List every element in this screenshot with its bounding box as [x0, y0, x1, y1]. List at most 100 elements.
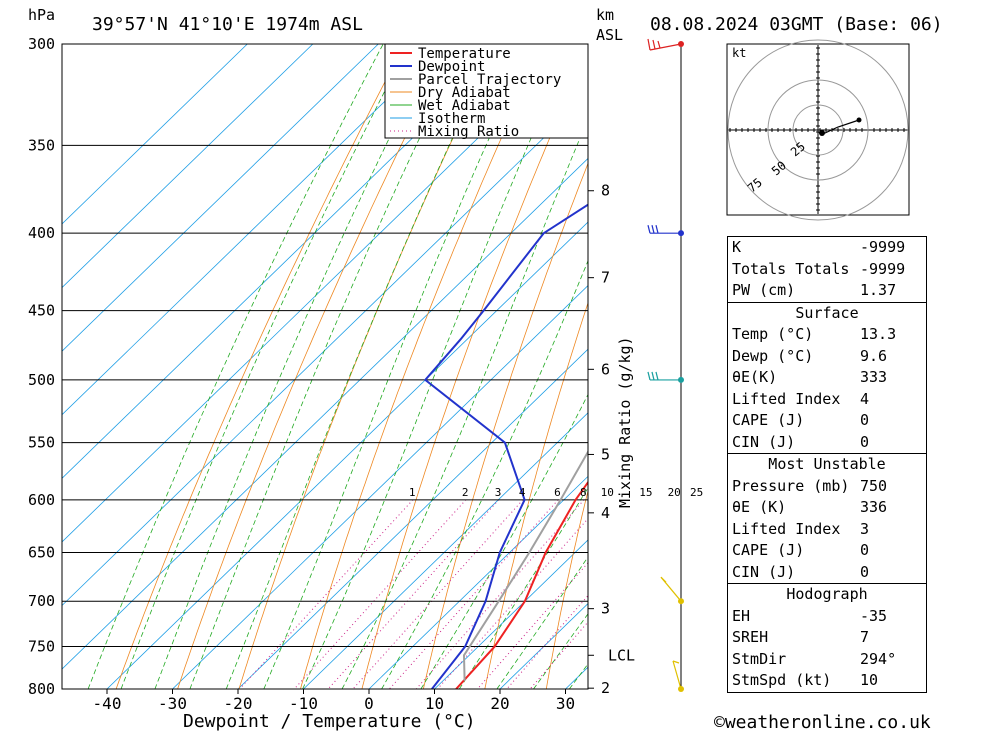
surface-label: CAPE (J) — [732, 411, 805, 429]
mixing-ratio-line — [389, 499, 559, 689]
indices-value: -9999 — [860, 238, 906, 256]
pressure-tick-label: 450 — [28, 302, 55, 320]
hodograph-unit: kt — [732, 46, 746, 60]
pressure-tick-label: 800 — [28, 680, 55, 698]
pressure-tick-label: 300 — [28, 35, 55, 53]
surface-value: 0 — [860, 432, 870, 451]
most_unstable-value: 3 — [860, 519, 870, 538]
mixing-ratio-axis-label: Mixing Ratio (g/kg) — [616, 336, 634, 508]
series-parcel-trajectory — [462, 449, 588, 681]
hodograph_box-value: 7 — [860, 628, 870, 646]
wind-barb — [660, 576, 682, 602]
most_unstable-value: 0 — [860, 541, 870, 559]
hodograph_box-row: StmSpd (kt) 10 — [732, 670, 922, 692]
legend-mixing-ratio: Mixing Ratio — [418, 124, 519, 140]
wind-barb — [672, 660, 682, 690]
hodograph-point — [856, 117, 862, 123]
surface-title: Surface — [795, 303, 859, 322]
legend-dewpoint: Dewpoint — [418, 59, 485, 75]
indices-row: Totals Totals -9999 — [732, 259, 922, 281]
indices-row: PW (cm) 1.37 — [732, 280, 922, 302]
dry-adiabat-line — [915, 44, 1000, 689]
most_unstable-row: CIN (J) 0 — [732, 562, 922, 584]
mixing-ratio-line — [327, 499, 500, 689]
km-tick-label: 4 — [601, 504, 610, 522]
km-tick-label: 3 — [601, 600, 610, 618]
wet-adiabat-line — [420, 393, 588, 689]
most_unstable-value: 336 — [860, 498, 888, 516]
hodograph_box-label: StmDir — [732, 649, 787, 668]
dry-adiabat-line — [115, 44, 406, 689]
mixing-ratio-label: 4 — [519, 486, 526, 499]
temp-tick-label: -40 — [93, 694, 122, 713]
legend: Temperature Dewpoint Parcel Trajectory D… — [384, 43, 589, 140]
surface-value: 4 — [860, 389, 870, 408]
indices-table: K -9999 Totals Totals -9999 PW (cm) 1.37 Surf… — [727, 236, 927, 693]
most_unstable-row: Lifted Index 3 — [732, 519, 922, 541]
isotherm-line — [62, 44, 379, 352]
mixing-ratio-label: 1 — [409, 486, 416, 499]
wet-adiabat-line — [154, 44, 437, 689]
most_unstable-label: CAPE (J) — [732, 541, 805, 559]
surface-label: Dewp (°C) — [732, 346, 814, 365]
hpa-label: hPa — [28, 6, 55, 24]
mixing-ratio-label: 6 — [554, 486, 561, 499]
most_unstable-label: Lifted Index — [732, 519, 841, 538]
mixing-ratio-label: 2 — [462, 486, 469, 499]
mixing-ratio-label: 3 — [495, 486, 502, 499]
temp-tick-label: 10 — [425, 694, 444, 713]
isotherm-line — [62, 44, 576, 543]
wind-barb — [647, 225, 681, 234]
hodograph_box-label: StmSpd (kt) — [732, 671, 832, 689]
wet-adiabat-line — [533, 613, 588, 689]
hodograph-ring — [792, 104, 844, 156]
isotherm-line — [62, 44, 248, 225]
mixing-ratio-line — [293, 499, 467, 689]
indices-value: -9999 — [860, 259, 906, 278]
surface-label: Temp (°C) — [732, 325, 814, 343]
temp-tick-label: 20 — [490, 694, 509, 713]
hodograph_box-value: -35 — [860, 606, 888, 625]
surface-value: 0 — [860, 411, 870, 429]
isotherm-line — [62, 157, 588, 670]
wind-barb — [647, 38, 682, 51]
hodograph-point — [819, 130, 825, 136]
mixing-ratio-label: 20 — [668, 486, 681, 499]
mixing-ratio-line — [239, 499, 414, 689]
pressure-tick-label: 350 — [28, 136, 55, 154]
pressure-tick-label: 550 — [28, 434, 55, 452]
surface-label: Lifted Index — [732, 389, 841, 408]
km-label: km — [596, 6, 614, 24]
isotherm-line — [303, 412, 588, 689]
hodograph_box-row: EH -35 — [732, 606, 922, 628]
wet-adiabat-line — [225, 44, 498, 689]
wet-adiabat-line — [341, 117, 588, 689]
indices-label: PW (cm) — [732, 281, 796, 299]
wet-adiabat-line — [496, 556, 588, 689]
temp-tick-label: 30 — [556, 694, 575, 713]
km-tick-label: 6 — [601, 360, 610, 378]
hodograph_box-value: 294° — [860, 649, 897, 668]
temp-tick-label: 0 — [364, 694, 374, 713]
most_unstable-value: 0 — [860, 562, 870, 581]
surface-row: θE(K) 333 — [732, 367, 922, 389]
isotherm-line — [368, 475, 588, 689]
most_unstable-row: Pressure (mb) 750 — [732, 476, 922, 498]
hodograph_box-row: SREH 7 — [732, 627, 922, 649]
surface-row: CAPE (J) 0 — [732, 410, 922, 432]
isotherm-line — [434, 539, 588, 689]
copyright: ©weatheronline.co.uk — [714, 712, 931, 733]
isotherm-line — [172, 285, 588, 689]
isotherm-line — [62, 44, 510, 479]
most_unstable-row: θE (K) 336 — [732, 497, 922, 519]
dry-adiabat-line — [238, 44, 498, 689]
km-tick-label: 7 — [601, 269, 610, 287]
hodograph-title: Hodograph — [786, 585, 868, 603]
isotherm-line — [106, 221, 588, 689]
wet-adiabat-line — [189, 44, 466, 689]
pressure-tick-label: 750 — [28, 638, 55, 656]
most_unstable-label: CIN (J) — [732, 562, 796, 581]
series-temperature — [455, 480, 588, 689]
